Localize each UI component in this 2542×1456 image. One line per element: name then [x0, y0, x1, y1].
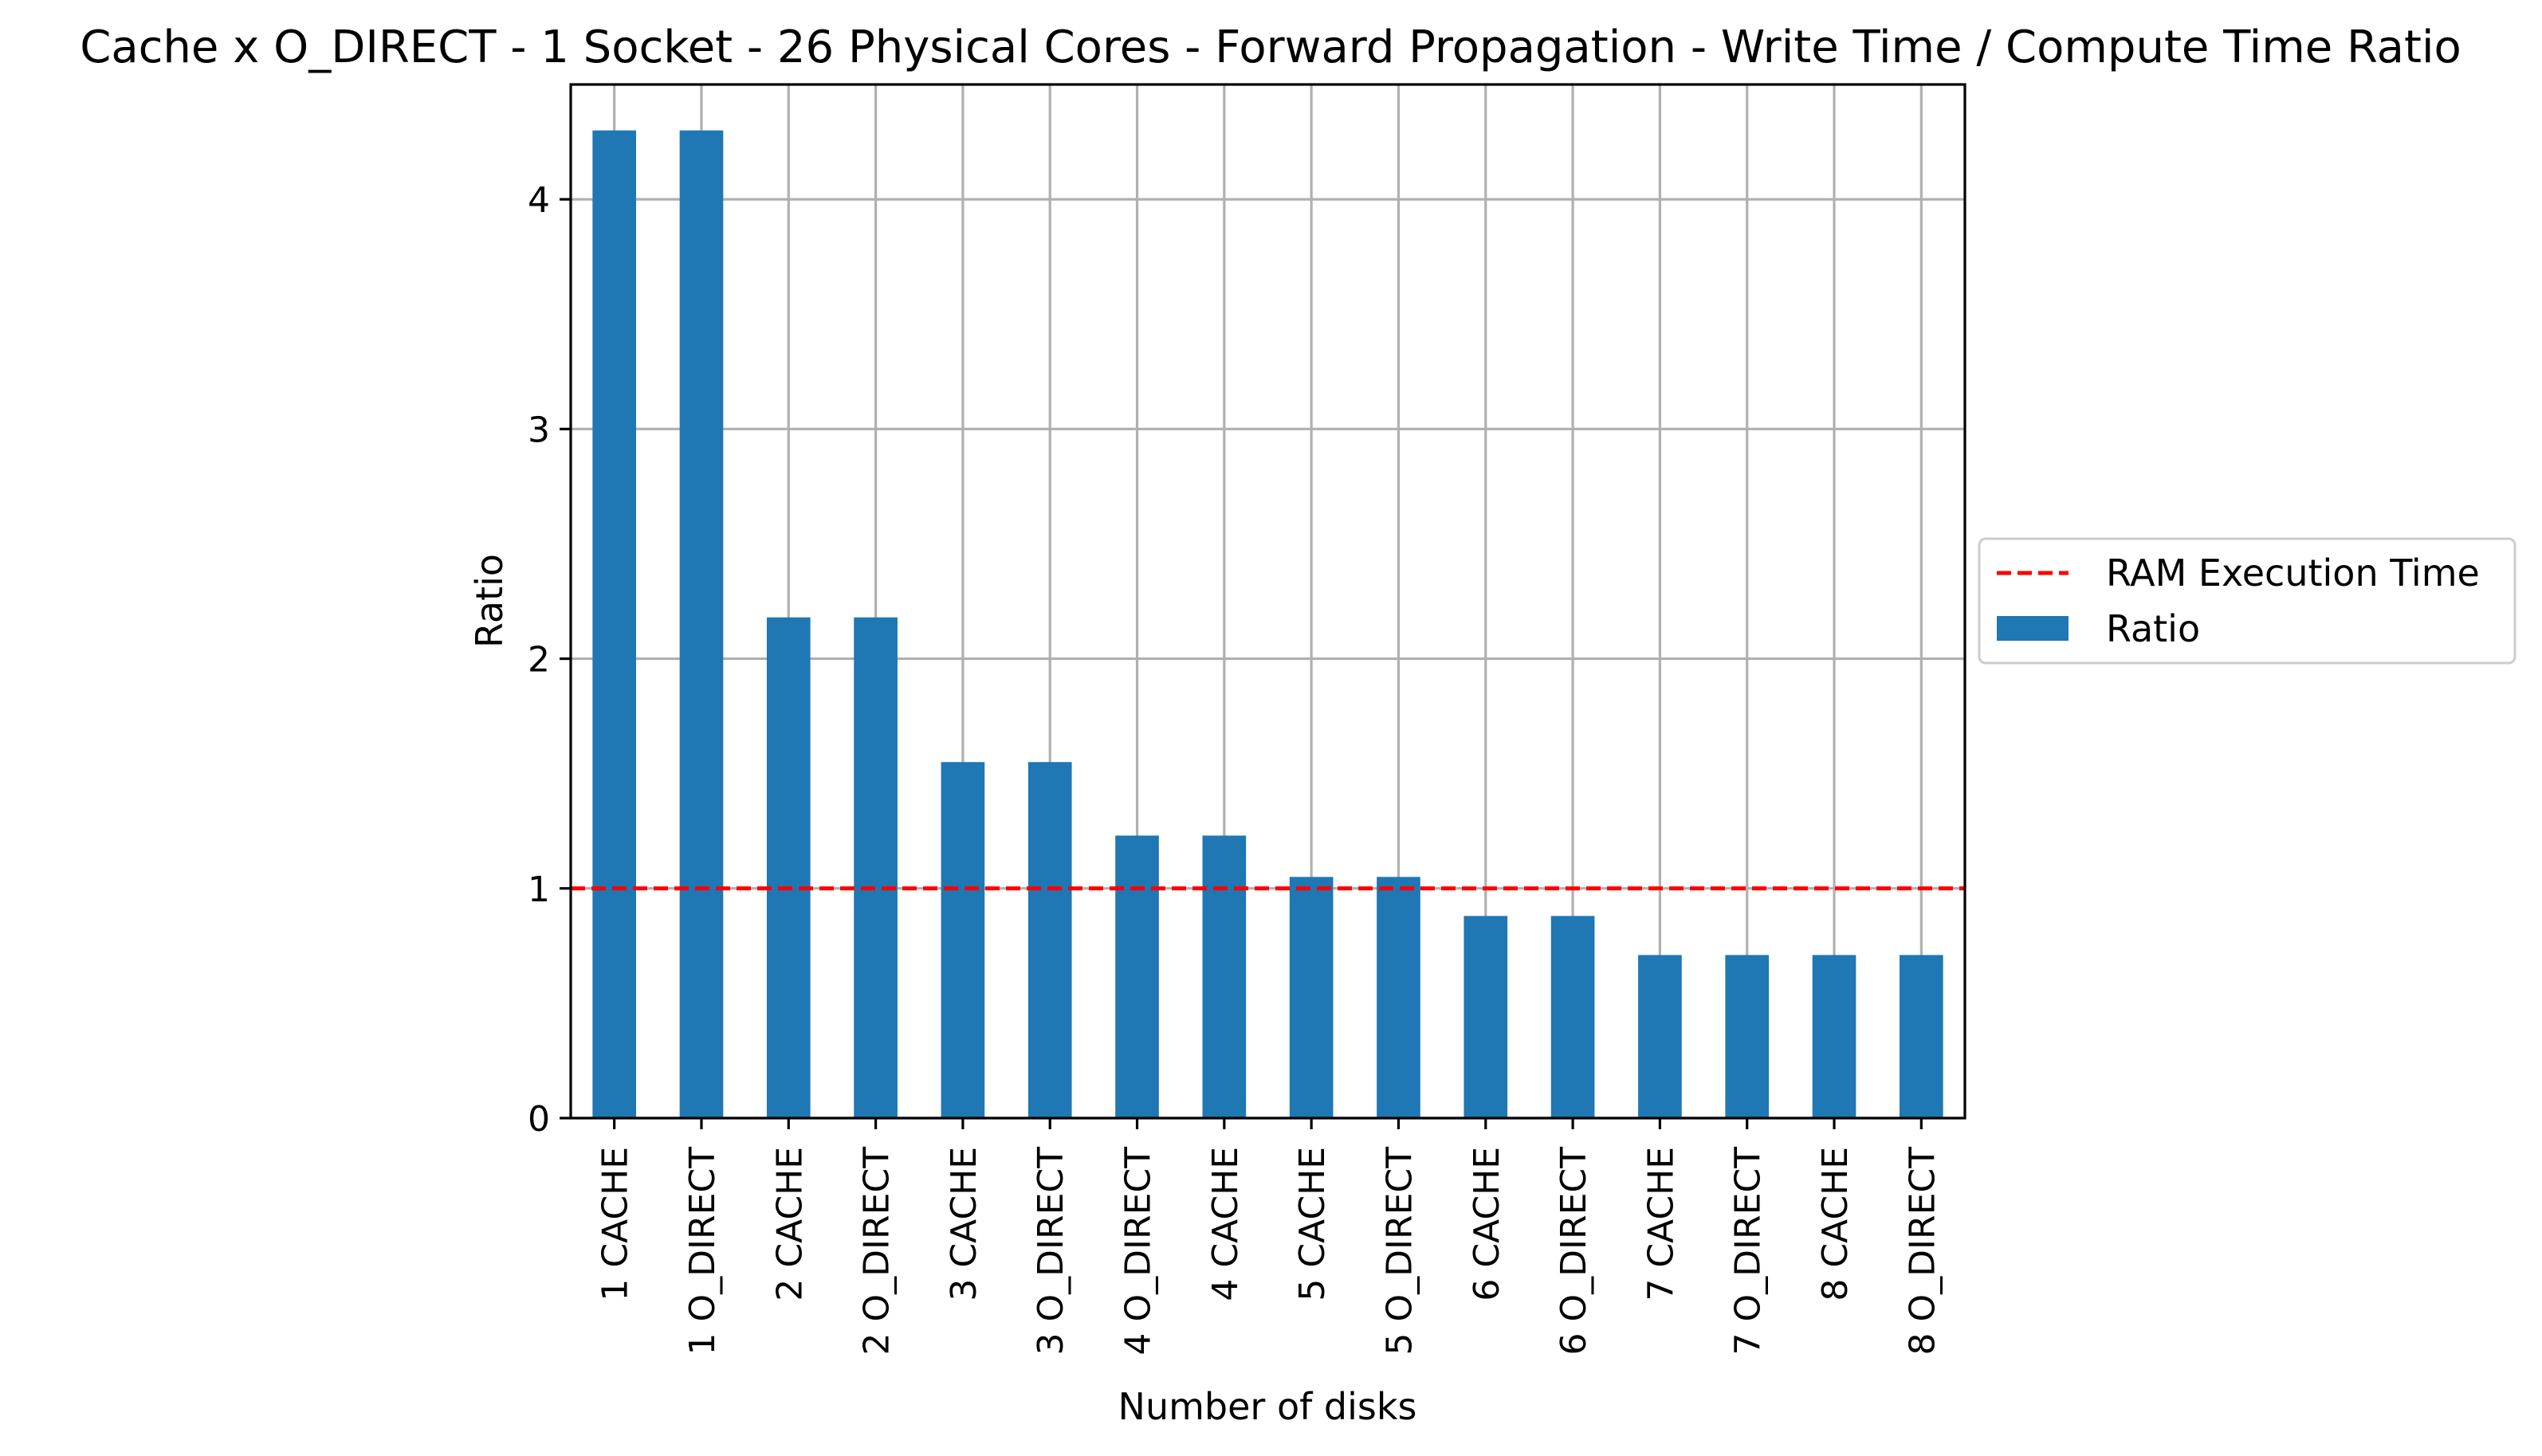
y-axis-title: Ratio	[468, 554, 511, 648]
x-tick-label: 5 CACHE	[1292, 1147, 1333, 1301]
bar	[1115, 835, 1159, 1118]
x-tick-label: 4 CACHE	[1205, 1147, 1246, 1301]
x-tick-label: 8 CACHE	[1815, 1147, 1856, 1301]
bar	[1638, 955, 1682, 1118]
x-tick-label: 8 O_DIRECT	[1902, 1147, 1943, 1356]
x-axis-title: Number of disks	[1118, 1385, 1417, 1428]
y-tick-label: 1	[528, 869, 550, 910]
bar	[1027, 762, 1072, 1118]
x-tick-label: 3 O_DIRECT	[1031, 1147, 1071, 1356]
bar	[1900, 955, 1943, 1118]
x-tick-label: 1 O_DIRECT	[682, 1147, 723, 1356]
plot-area-frame	[569, 83, 1966, 1120]
x-axis: 1 CACHE 1 O_DIRECT 2 CACHE 2 O_DIRECT 3 CACH…	[595, 1118, 1943, 1355]
bar	[1289, 877, 1334, 1118]
x-tick-label: 7 O_DIRECT	[1728, 1147, 1769, 1356]
y-tick-label: 3	[528, 410, 550, 450]
bar	[941, 762, 985, 1118]
y-tick-label: 4	[528, 180, 550, 221]
bar	[1550, 916, 1595, 1118]
x-tick-label: 6 O_DIRECT	[1554, 1147, 1594, 1356]
x-tick-label: 4 O_DIRECT	[1118, 1147, 1159, 1356]
y-tick-label: 0	[528, 1099, 550, 1140]
y-axis: 0 1 2 3 4	[528, 180, 571, 1140]
legend-label-ram-execution-time: RAM Execution Time	[2106, 551, 2480, 595]
bar	[592, 130, 636, 1119]
bars	[592, 130, 1943, 1119]
bar	[854, 617, 898, 1118]
legend-swatch-ratio	[1997, 616, 2069, 641]
bar	[1202, 835, 1247, 1118]
x-tick-label: 2 O_DIRECT	[857, 1147, 898, 1356]
x-tick-label: 6 CACHE	[1467, 1147, 1507, 1301]
bar	[1464, 916, 1508, 1118]
x-tick-label: 7 CACHE	[1640, 1147, 1681, 1301]
bar	[766, 617, 811, 1118]
bar	[1377, 877, 1420, 1118]
x-tick-label: 1 CACHE	[595, 1147, 636, 1301]
legend-label-ratio: Ratio	[2106, 607, 2200, 650]
x-tick-label: 5 O_DIRECT	[1379, 1147, 1420, 1356]
x-tick-label: 3 CACHE	[944, 1147, 984, 1301]
legend-frame	[1978, 537, 2516, 665]
y-tick-label: 2	[528, 640, 550, 681]
bar	[1725, 955, 1770, 1118]
x-tick-label: 2 CACHE	[769, 1147, 810, 1301]
legend: RAM Execution Time Ratio	[1978, 537, 2516, 665]
bar	[679, 130, 724, 1119]
chart-title: Cache x O_DIRECT - 1 Socket - 26 Physica…	[80, 22, 2461, 73]
bar	[1812, 955, 1856, 1118]
